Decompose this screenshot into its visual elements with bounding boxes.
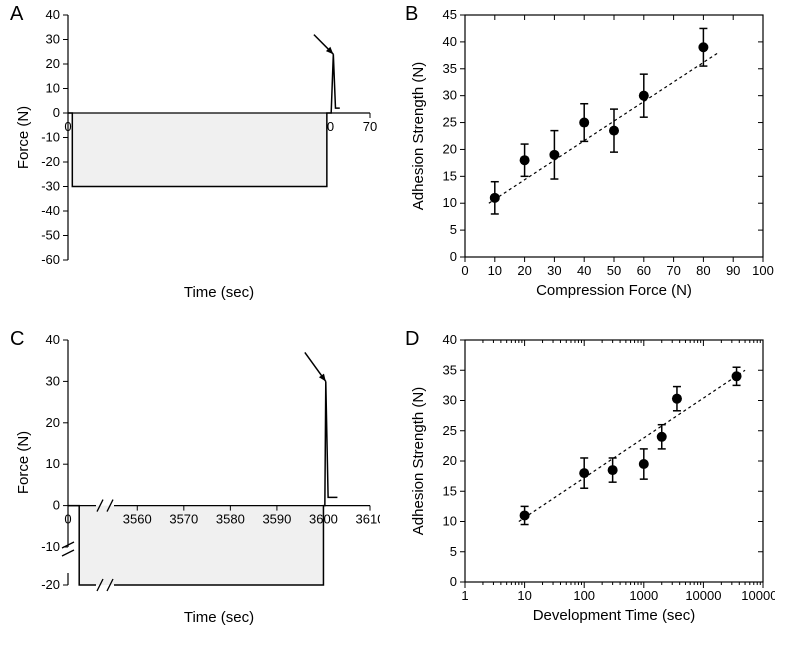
svg-text:0: 0 bbox=[450, 574, 457, 589]
svg-text:20: 20 bbox=[443, 453, 457, 468]
svg-text:-60: -60 bbox=[41, 252, 60, 267]
svg-text:30: 30 bbox=[46, 32, 60, 47]
svg-text:35: 35 bbox=[443, 362, 457, 377]
svg-text:15: 15 bbox=[443, 168, 457, 183]
svg-text:5: 5 bbox=[450, 222, 457, 237]
svg-text:30: 30 bbox=[443, 393, 457, 408]
svg-text:-10: -10 bbox=[41, 539, 60, 554]
svg-text:10: 10 bbox=[443, 195, 457, 210]
svg-text:-10: -10 bbox=[41, 130, 60, 145]
svg-text:30: 30 bbox=[443, 88, 457, 103]
svg-text:35: 35 bbox=[443, 61, 457, 76]
svg-text:100000: 100000 bbox=[741, 588, 775, 603]
svg-text:40: 40 bbox=[443, 34, 457, 49]
svg-text:0: 0 bbox=[461, 263, 468, 278]
svg-text:30: 30 bbox=[547, 263, 561, 278]
svg-text:Time (sec): Time (sec) bbox=[184, 609, 254, 626]
svg-text:10: 10 bbox=[46, 456, 60, 471]
svg-text:20: 20 bbox=[46, 56, 60, 71]
svg-text:0: 0 bbox=[64, 512, 71, 527]
svg-text:90: 90 bbox=[726, 263, 740, 278]
svg-text:40: 40 bbox=[46, 332, 60, 347]
svg-text:-20: -20 bbox=[41, 154, 60, 169]
svg-text:60: 60 bbox=[637, 263, 651, 278]
svg-text:Time (sec): Time (sec) bbox=[184, 284, 254, 301]
svg-text:1: 1 bbox=[461, 588, 468, 603]
svg-text:-50: -50 bbox=[41, 228, 60, 243]
panel-a: 010203040506070-60-50-40-30-20-100102030… bbox=[10, 5, 380, 305]
panel-b: 0 10 20 30 40 50 60 70 80 90 100 0 5 10 15 20 25 30 35 40 45… bbox=[405, 5, 775, 305]
svg-text:-30: -30 bbox=[41, 179, 60, 194]
panel-a-label: A bbox=[10, 3, 23, 26]
svg-text:100: 100 bbox=[573, 588, 595, 603]
panel-b-label: B bbox=[405, 3, 418, 26]
svg-text:1000: 1000 bbox=[629, 588, 658, 603]
svg-text:10: 10 bbox=[46, 81, 60, 96]
svg-text:3610: 3610 bbox=[356, 512, 380, 527]
svg-text:70: 70 bbox=[363, 119, 377, 134]
svg-text:10000: 10000 bbox=[685, 588, 721, 603]
panel-d: 1 10 100 1000 10000 100000 0 5 10 15 20 25 30 35 40 Dev… bbox=[405, 330, 775, 630]
svg-text:Force (N): Force (N) bbox=[15, 431, 32, 494]
svg-text:40: 40 bbox=[46, 7, 60, 22]
svg-text:Compression Force (N): Compression Force (N) bbox=[536, 282, 692, 299]
svg-text:Development Time (sec): Development Time (sec) bbox=[533, 607, 696, 624]
panel-c: 3560357035803590360036100-10010203040-20… bbox=[10, 330, 380, 630]
svg-text:Adhesion Strength (N): Adhesion Strength (N) bbox=[410, 62, 427, 210]
svg-text:Force (N): Force (N) bbox=[15, 106, 32, 169]
svg-text:100: 100 bbox=[752, 263, 774, 278]
svg-text:3580: 3580 bbox=[216, 512, 245, 527]
svg-text:50: 50 bbox=[607, 263, 621, 278]
svg-text:-20: -20 bbox=[41, 577, 60, 592]
svg-text:80: 80 bbox=[696, 263, 710, 278]
svg-text:20: 20 bbox=[443, 141, 457, 156]
svg-text:-40: -40 bbox=[41, 203, 60, 218]
svg-text:0: 0 bbox=[53, 498, 60, 513]
svg-text:3560: 3560 bbox=[123, 512, 152, 527]
svg-text:15: 15 bbox=[443, 483, 457, 498]
svg-text:Adhesion Strength (N): Adhesion Strength (N) bbox=[410, 387, 427, 535]
svg-text:10: 10 bbox=[488, 263, 502, 278]
figure-container: 010203040506070-60-50-40-30-20-100102030… bbox=[0, 0, 795, 652]
panel-c-label: C bbox=[10, 328, 24, 351]
svg-text:70: 70 bbox=[666, 263, 680, 278]
svg-text:0: 0 bbox=[53, 105, 60, 120]
svg-text:40: 40 bbox=[577, 263, 591, 278]
panel-d-label: D bbox=[405, 328, 419, 351]
svg-text:0: 0 bbox=[450, 249, 457, 264]
svg-text:3570: 3570 bbox=[169, 512, 198, 527]
svg-text:25: 25 bbox=[443, 115, 457, 130]
svg-text:40: 40 bbox=[443, 332, 457, 347]
svg-text:20: 20 bbox=[46, 415, 60, 430]
svg-text:25: 25 bbox=[443, 423, 457, 438]
svg-text:30: 30 bbox=[46, 373, 60, 388]
svg-text:5: 5 bbox=[450, 544, 457, 559]
svg-text:10: 10 bbox=[517, 588, 531, 603]
svg-text:45: 45 bbox=[443, 7, 457, 22]
svg-text:20: 20 bbox=[517, 263, 531, 278]
svg-text:10: 10 bbox=[443, 514, 457, 529]
svg-text:3590: 3590 bbox=[262, 512, 291, 527]
